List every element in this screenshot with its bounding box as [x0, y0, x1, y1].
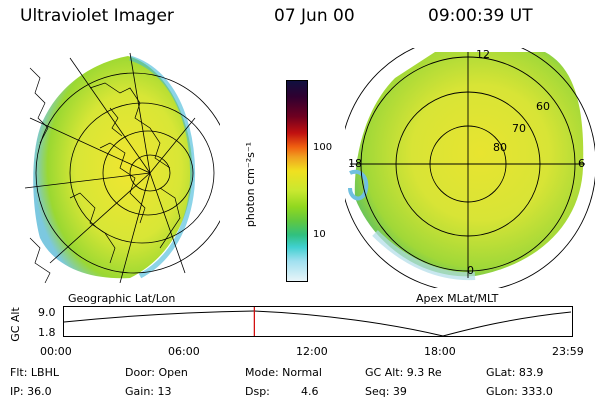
mlt-label-18: 18: [348, 157, 362, 170]
mlat-label-60: 60: [536, 100, 550, 113]
status-glon: GLon: 333.0: [486, 385, 553, 398]
mlt-label-0: 0: [467, 264, 474, 277]
status-dsp-value: 4.6: [301, 385, 319, 398]
apex-caption: Apex MLat/MLT: [416, 292, 499, 305]
colorbar-tick-10: 10: [313, 229, 326, 240]
x-tick-1200: 12:00: [296, 345, 328, 358]
mlat-label-70: 70: [512, 122, 526, 135]
alt-y-tick-low: 1.8: [38, 326, 56, 339]
header-date: 07 Jun 00: [274, 6, 355, 26]
geographic-image: [24, 52, 220, 283]
geo-lat-lon-grid: [24, 52, 220, 283]
colorbar-unit-label: photon cm⁻²s⁻¹: [244, 141, 258, 228]
alt-y-axis-label: GC Alt: [8, 307, 22, 342]
colorbar: [286, 80, 308, 282]
mlt-label-6: 6: [578, 157, 585, 170]
colorbar-tick-100: 100: [313, 142, 333, 153]
geo-coastlines: [29, 67, 181, 283]
status-gain: Gain: 13: [125, 385, 172, 398]
alt-y-tick-high: 9.0: [38, 306, 56, 319]
status-dsp-label: Dsp:: [245, 385, 270, 398]
x-tick-0600: 06:00: [168, 345, 200, 358]
status-gc-alt: GC Alt: 9.3 Re: [365, 366, 442, 379]
status-glat: GLat: 83.9: [486, 366, 544, 379]
app-title: Ultraviolet Imager: [20, 6, 174, 26]
status-seq: Seq: 39: [365, 385, 407, 398]
header-time: 09:00:39 UT: [428, 6, 533, 26]
x-tick-1800: 18:00: [424, 345, 456, 358]
geo-emission-region: [33, 56, 193, 279]
altitude-curve: [63, 310, 572, 337]
x-tick-0000: 00:00: [40, 345, 72, 358]
altitude-plot: [63, 306, 573, 337]
status-ip: IP: 36.0: [10, 385, 52, 398]
status-door: Door: Open: [125, 366, 188, 379]
x-tick-2359: 23:59: [552, 345, 584, 358]
mlt-label-12: 12: [476, 48, 490, 61]
status-mode: Mode: Normal: [245, 366, 322, 379]
apex-mlat-grid: [345, 48, 595, 288]
apex-image: [345, 48, 595, 288]
mlat-label-80: 80: [493, 141, 507, 154]
status-flt: Flt: LBHL: [10, 366, 59, 379]
geo-caption: Geographic Lat/Lon: [68, 292, 176, 305]
